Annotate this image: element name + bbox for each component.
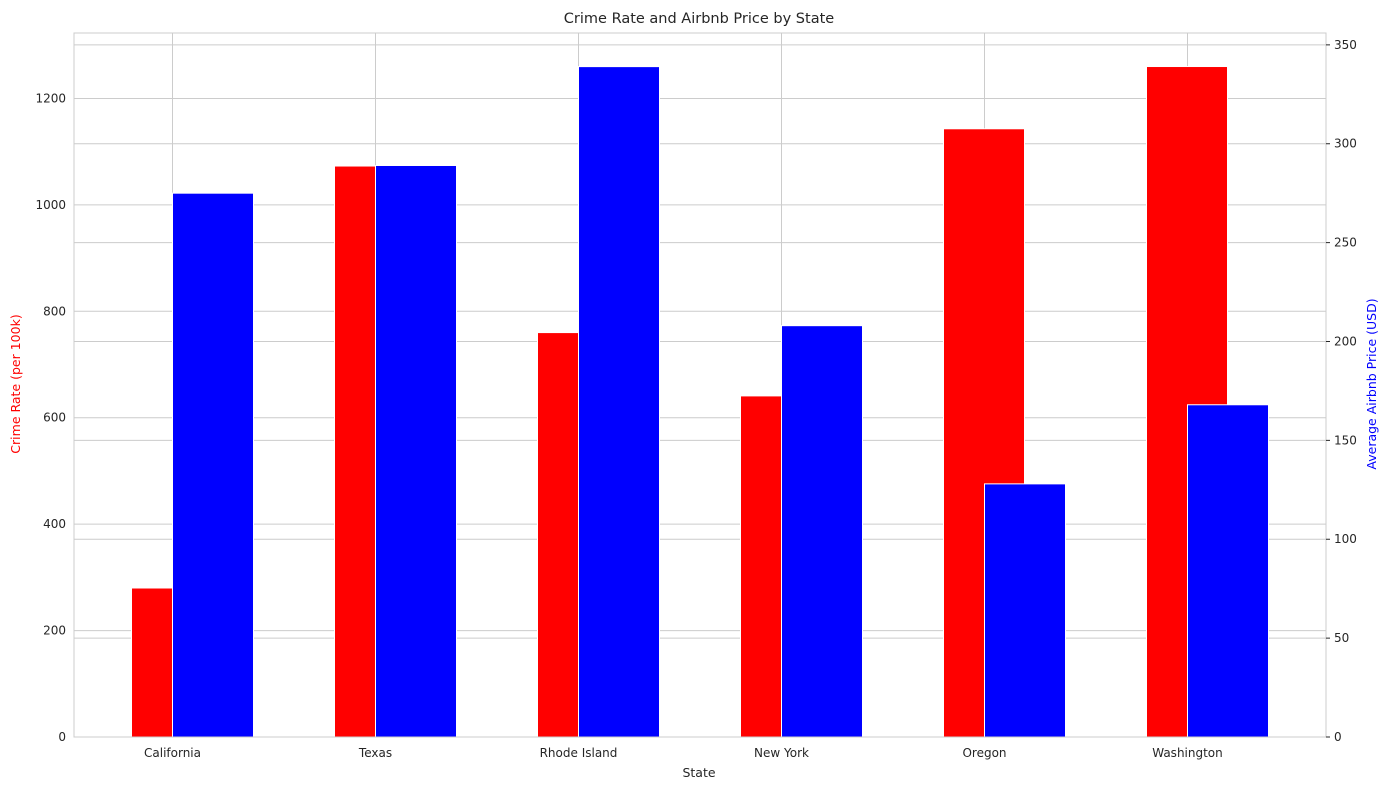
y-right-tick-label: 250 <box>1334 236 1357 250</box>
y-right-tick-label: 0 <box>1334 730 1342 744</box>
y-left-tick-label: 1000 <box>35 198 66 212</box>
y-left-tick-label: 800 <box>43 304 66 318</box>
plot-frame <box>73 32 1327 738</box>
y-right-tick-label: 350 <box>1334 38 1357 52</box>
y-left-tick-label: 1200 <box>35 91 66 105</box>
bar-airbnb-price-texas <box>375 164 457 738</box>
bar-airbnb-price-oregon <box>984 483 1066 738</box>
y-left-tick-label: 600 <box>43 411 66 425</box>
y-left-tick-label: 200 <box>43 624 66 638</box>
chart-title: Crime Rate and Airbnb Price by State <box>564 11 834 27</box>
x-tick-label: Rhode Island <box>540 746 618 760</box>
y-right-tick-label: 100 <box>1334 532 1357 546</box>
axes-layer: 0 200 400 600 800 1000 1200 0 50 100 150 200 250 300 3… <box>35 32 1357 760</box>
x-tick-label: New York <box>754 746 809 760</box>
x-axis-title: State <box>682 765 715 780</box>
bar-airbnb-price-rhode-island <box>578 66 660 738</box>
y-right-tick-label: 50 <box>1334 631 1349 645</box>
y-right-tick-label: 300 <box>1334 137 1357 151</box>
bar-airbnb-price-new-york <box>781 325 863 738</box>
y-left-tick-label: 0 <box>58 730 66 744</box>
x-tick-label: Texas <box>358 746 392 760</box>
y-left-tick-label: 400 <box>43 517 66 531</box>
y-right-axis-title: Average Airbnb Price (USD) <box>1364 298 1379 469</box>
y-left-axis-title: Crime Rate (per 100k) <box>8 314 23 453</box>
y-right-tick-label: 200 <box>1334 334 1357 348</box>
x-tick-label: Washington <box>1152 746 1223 760</box>
bar-airbnb-price-california <box>172 192 254 738</box>
grid-layer <box>74 33 1326 738</box>
x-tick-label: Oregon <box>962 746 1006 760</box>
x-tick-label: California <box>144 746 201 760</box>
bars-layer <box>131 66 1269 738</box>
bar-airbnb-price-washington <box>1187 404 1269 738</box>
y-right-tick-label: 150 <box>1334 433 1357 447</box>
